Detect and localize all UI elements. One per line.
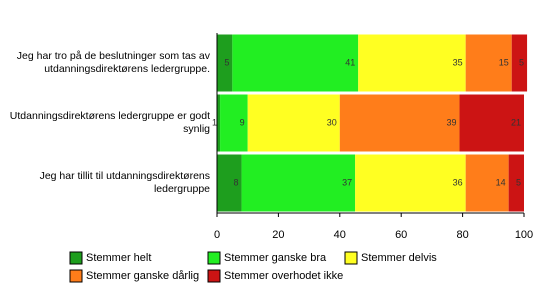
legend-label: Stemmer overhodet ikke [224,270,343,282]
value-label: 35 [453,57,463,67]
category-label: Utdanningsdirektørens ledergruppe er god… [0,95,210,152]
legend-swatch [207,251,221,265]
bar-segment [232,34,359,92]
bar-segment [511,34,528,92]
bar-segment [241,154,356,212]
category-text: Jeg har tro på de beslutninger som tas a… [16,50,210,75]
legend-swatch [207,269,221,283]
legend-label: Stemmer ganske dårlig [86,270,199,282]
x-tick-label: 40 [334,229,346,241]
bar-segment [508,154,524,212]
legend-label: Stemmer ganske bra [224,252,327,264]
value-label: 5 [224,57,229,67]
x-tick-label: 0 [214,229,220,241]
bar-segment [465,154,509,212]
x-tick-label: 100 [515,229,533,241]
value-label: 30 [327,117,337,127]
category-label: Jeg har tillit til utdanningsdirektørens… [0,155,210,212]
bar-segment [217,34,233,92]
bar-segment [465,34,512,92]
x-tick-label: 60 [395,229,407,241]
bar-segment [355,154,466,212]
value-label: 5 [516,177,521,187]
legend-swatch [344,251,358,265]
value-label: 9 [240,117,245,127]
value-label: 41 [345,57,355,67]
bar-segment [217,94,221,152]
bar-segment [459,94,524,152]
value-label: 8 [234,177,239,187]
value-label: 15 [499,57,509,67]
bar-segment [358,34,466,92]
bar-segment [247,94,340,152]
bar-segment [217,154,242,212]
value-label: 14 [496,177,506,187]
category-text: Utdanningsdirektørens ledergruppe er god… [9,110,210,135]
bar-segment [339,94,460,152]
legend-swatch [69,251,83,265]
legend-swatch [69,269,83,283]
value-label: 5 [519,57,524,67]
value-label: 37 [342,177,352,187]
x-tick-label: 80 [456,229,468,241]
legend-label: Stemmer helt [86,252,151,264]
value-label: 36 [453,177,463,187]
legend-label: Stemmer delvis [361,252,437,264]
x-tick-label: 20 [272,229,284,241]
value-label: 39 [447,117,457,127]
value-label: 1 [212,117,217,127]
value-label: 21 [511,117,521,127]
bar-segment [220,94,248,152]
category-text: Jeg har tillit til utdanningsdirektørens… [39,170,210,195]
category-label: Jeg har tro på de beslutninger som tas a… [0,35,210,92]
